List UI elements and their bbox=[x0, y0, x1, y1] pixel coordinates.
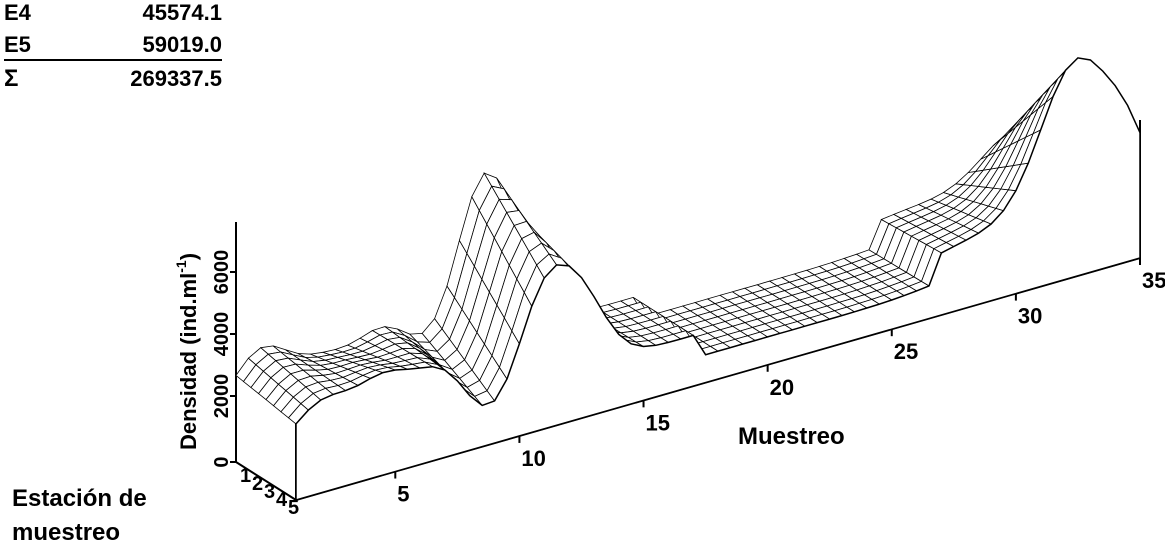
surface-mesh bbox=[235, 57, 1141, 501]
station-axis-line bbox=[235, 461, 297, 501]
station-ticks: 1 2 3 4 5 bbox=[240, 465, 299, 519]
x-tick-label: 15 bbox=[646, 410, 670, 435]
table-total-value: 269337.5 bbox=[130, 66, 222, 91]
x-axis-label: Muestreo bbox=[738, 423, 845, 450]
surface-front-skirt bbox=[295, 57, 1141, 501]
x-tick-label: 10 bbox=[521, 446, 545, 471]
y-tick-label: 6000 bbox=[211, 250, 233, 295]
x-tick-label: 35 bbox=[1142, 268, 1165, 293]
table-row-label: E4 bbox=[4, 0, 32, 25]
table-row-value: 59019.0 bbox=[142, 32, 222, 57]
station-tick-label: 5 bbox=[288, 497, 299, 519]
y-axis-label: Densidad (ind.ml-1) bbox=[173, 253, 201, 450]
summary-table: E4 45574.1 E5 59019.0 Σ 269337.5 bbox=[4, 0, 222, 92]
y-tick-label: 2000 bbox=[211, 374, 233, 419]
y-axis-label-close: ) bbox=[176, 253, 201, 260]
table-row-label: E5 bbox=[4, 32, 31, 57]
station-axis-label-line1: Estación de bbox=[12, 485, 147, 512]
x-tick-label: 30 bbox=[1018, 304, 1042, 329]
station-axis-label-line2: muestreo bbox=[12, 519, 120, 546]
y-tick-label: 4000 bbox=[211, 312, 233, 357]
station-tick-label: 1 bbox=[240, 465, 251, 487]
table-row-value: 45574.1 bbox=[142, 0, 222, 25]
x-ticks: 5 10 15 20 25 30 35 bbox=[394, 258, 1165, 507]
x-tick-label: 25 bbox=[894, 339, 918, 364]
station-tick-label: 4 bbox=[276, 489, 288, 511]
station-tick-label: 3 bbox=[264, 481, 275, 503]
station-tick-label: 2 bbox=[252, 473, 263, 495]
y-axis-label-main: Densidad (ind.ml bbox=[176, 273, 201, 450]
x-tick-label: 5 bbox=[397, 482, 409, 507]
y-ticks: 0 2000 4000 6000 bbox=[211, 250, 236, 468]
y-tick-label: 0 bbox=[211, 456, 233, 467]
x-tick-label: 20 bbox=[770, 375, 794, 400]
y-axis-label-sup: -1 bbox=[173, 260, 189, 273]
table-total-label: Σ bbox=[4, 65, 18, 92]
